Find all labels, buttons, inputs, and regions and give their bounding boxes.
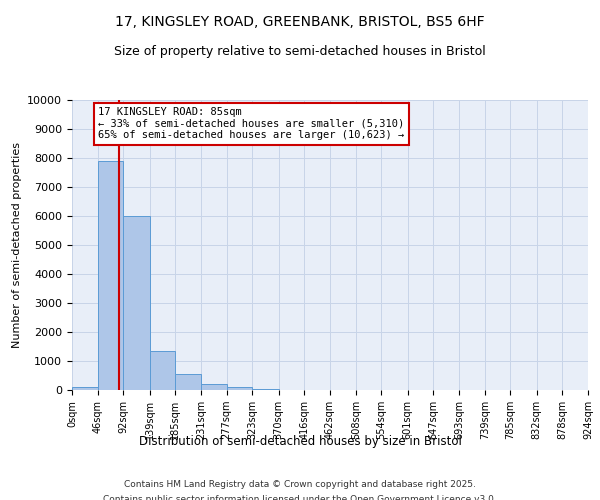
Text: Distribution of semi-detached houses by size in Bristol: Distribution of semi-detached houses by … [139,435,461,448]
Text: 17, KINGSLEY ROAD, GREENBANK, BRISTOL, BS5 6HF: 17, KINGSLEY ROAD, GREENBANK, BRISTOL, B… [115,15,485,29]
Text: Contains public sector information licensed under the Open Government Licence v3: Contains public sector information licen… [103,495,497,500]
Bar [124,216,149,390]
Bar [253,389,278,390]
Text: Size of property relative to semi-detached houses in Bristol: Size of property relative to semi-detach… [114,45,486,58]
Bar [72,387,98,390]
Text: Contains HM Land Registry data © Crown copyright and database right 2025.: Contains HM Land Registry data © Crown c… [124,480,476,489]
Bar [98,161,124,390]
Y-axis label: Number of semi-detached properties: Number of semi-detached properties [12,142,22,348]
Text: 17 KINGSLEY ROAD: 85sqm
← 33% of semi-detached houses are smaller (5,310)
65% of: 17 KINGSLEY ROAD: 85sqm ← 33% of semi-de… [98,108,404,140]
Bar [175,374,201,390]
Bar [227,387,253,390]
Bar [201,384,227,390]
Bar [149,351,175,390]
